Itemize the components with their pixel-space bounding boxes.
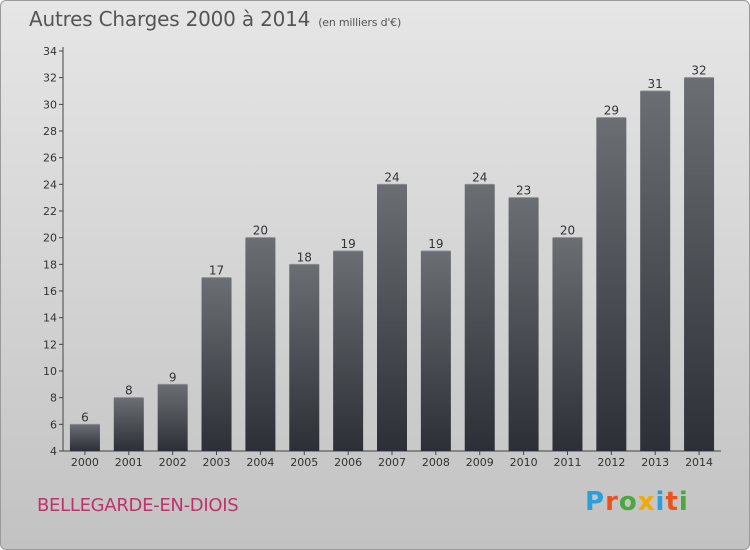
bar-2004 <box>245 237 276 451</box>
y-tick-label: 30 <box>43 98 57 111</box>
data-label-2005: 18 <box>297 250 312 264</box>
x-tick-label: 2006 <box>334 456 362 469</box>
chart-subtitle: (en milliers d'€) <box>318 16 402 29</box>
logo-letter: o <box>618 487 638 517</box>
x-tick-label: 2004 <box>246 456 274 469</box>
y-tick-label: 6 <box>50 418 57 431</box>
data-label-2010: 23 <box>516 184 531 198</box>
x-tick-label: 2011 <box>553 456 581 469</box>
x-tick-label: 2008 <box>422 456 450 469</box>
y-tick-label: 26 <box>43 152 57 165</box>
bar-2011 <box>552 237 583 451</box>
title-text: Autres Charges 2000 à 2014 <box>29 7 311 31</box>
x-tick-label: 2013 <box>641 456 669 469</box>
logo-letter: r <box>605 487 619 517</box>
bar-2001 <box>113 397 144 451</box>
x-tick-label: 2000 <box>71 456 99 469</box>
y-tick-label: 32 <box>43 72 57 85</box>
y-tick-label: 16 <box>43 285 57 298</box>
bar-2012 <box>596 117 627 452</box>
bar-2010 <box>508 197 539 451</box>
bar-2014 <box>684 77 715 452</box>
y-tick-label: 34 <box>43 45 57 58</box>
logo-letter: P <box>585 487 606 517</box>
bar-2002 <box>157 384 188 451</box>
data-label-2003: 17 <box>209 264 224 278</box>
data-label-2008: 19 <box>428 237 443 251</box>
data-label-2004: 20 <box>253 224 268 238</box>
logo-letter: i <box>655 487 666 517</box>
data-label-2000: 6 <box>81 410 89 424</box>
data-label-2006: 19 <box>340 237 355 251</box>
x-tick-label: 2005 <box>290 456 318 469</box>
x-tick-label: 2009 <box>466 456 494 469</box>
x-tick-label: 2003 <box>203 456 231 469</box>
x-tick-label: 2010 <box>510 456 538 469</box>
y-tick-label: 24 <box>43 178 57 191</box>
x-tick-label: 2001 <box>115 456 143 469</box>
logo-letter: x <box>637 487 656 517</box>
bar-2005 <box>289 264 320 451</box>
bar-2013 <box>640 91 671 451</box>
data-label-2011: 20 <box>560 224 575 238</box>
x-tick-label: 2007 <box>378 456 406 469</box>
axes: 4 6 8 10 12 14 16 18 20 22 24 26 28 30 32 34 2000 2001 200… <box>43 45 721 469</box>
y-tick-label: 20 <box>43 232 57 245</box>
y-tick-label: 4 <box>50 445 57 458</box>
y-tick-label: 10 <box>43 365 57 378</box>
bar-2009 <box>464 184 495 452</box>
x-tick-label: 2014 <box>685 456 713 469</box>
bar-2000 <box>69 424 100 451</box>
bar-2003 <box>201 277 232 451</box>
data-labels: 6 8 9 17 20 18 19 24 19 24 23 20 29 31 32 <box>81 64 707 425</box>
commune-name: BELLEGARDE-EN-DIOIS <box>37 495 239 516</box>
chart-title: Autres Charges 2000 à 2014 (en milliers d… <box>29 7 401 31</box>
data-label-2007: 24 <box>384 170 399 184</box>
y-tick-label: 28 <box>43 125 57 138</box>
bar-2007 <box>377 184 407 452</box>
y-tick-label: 22 <box>43 205 57 218</box>
y-tick-label: 8 <box>50 392 57 405</box>
logo-letter: i <box>678 487 689 517</box>
logo-letter: t <box>665 487 679 517</box>
data-label-2001: 8 <box>125 384 133 398</box>
data-label-2014: 32 <box>691 64 706 78</box>
y-tick-label: 18 <box>43 258 57 271</box>
bar-2006 <box>333 251 364 451</box>
x-tick-label: 2012 <box>597 456 625 469</box>
y-tick-label: 14 <box>43 312 57 325</box>
y-tick-label: 12 <box>43 338 57 351</box>
data-label-2009: 24 <box>472 170 487 184</box>
data-label-2013: 31 <box>648 77 663 91</box>
bars <box>69 77 715 452</box>
x-tick-label: 2002 <box>159 456 187 469</box>
proxiti-logo: Proxiti <box>585 487 689 517</box>
data-label-2012: 29 <box>604 104 619 118</box>
bar-2008 <box>420 251 451 451</box>
data-label-2002: 9 <box>169 370 177 384</box>
